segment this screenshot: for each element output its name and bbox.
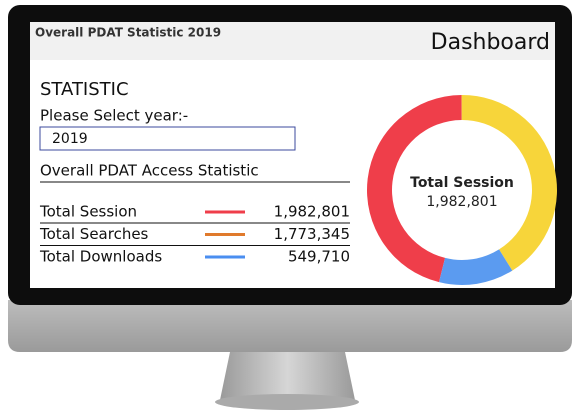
stat-label: Total Searches — [39, 225, 149, 243]
stat-label: Total Session — [39, 203, 137, 221]
select-label: Please Select year:- — [40, 107, 188, 125]
donut-center-value: 1,982,801 — [426, 194, 497, 210]
stand — [220, 352, 355, 400]
donut-center-label: Total Session — [410, 175, 514, 191]
monitor-mockup: Overall PDAT Statistic 2019 Dashboard ST… — [0, 0, 576, 414]
stat-value: 1,982,801 — [274, 203, 350, 221]
stats-title: Overall PDAT Access Statistic — [40, 162, 259, 180]
stand-base — [215, 394, 359, 410]
header-title: Overall PDAT Statistic 2019 — [35, 26, 221, 40]
stat-value: 549,710 — [288, 248, 350, 266]
page-title: Dashboard — [431, 30, 550, 55]
stat-label: Total Downloads — [39, 248, 162, 266]
monitor-chin — [8, 300, 572, 352]
section-title: STATISTIC — [40, 79, 129, 100]
year-value: 2019 — [52, 131, 88, 147]
stat-value: 1,773,345 — [274, 225, 350, 243]
